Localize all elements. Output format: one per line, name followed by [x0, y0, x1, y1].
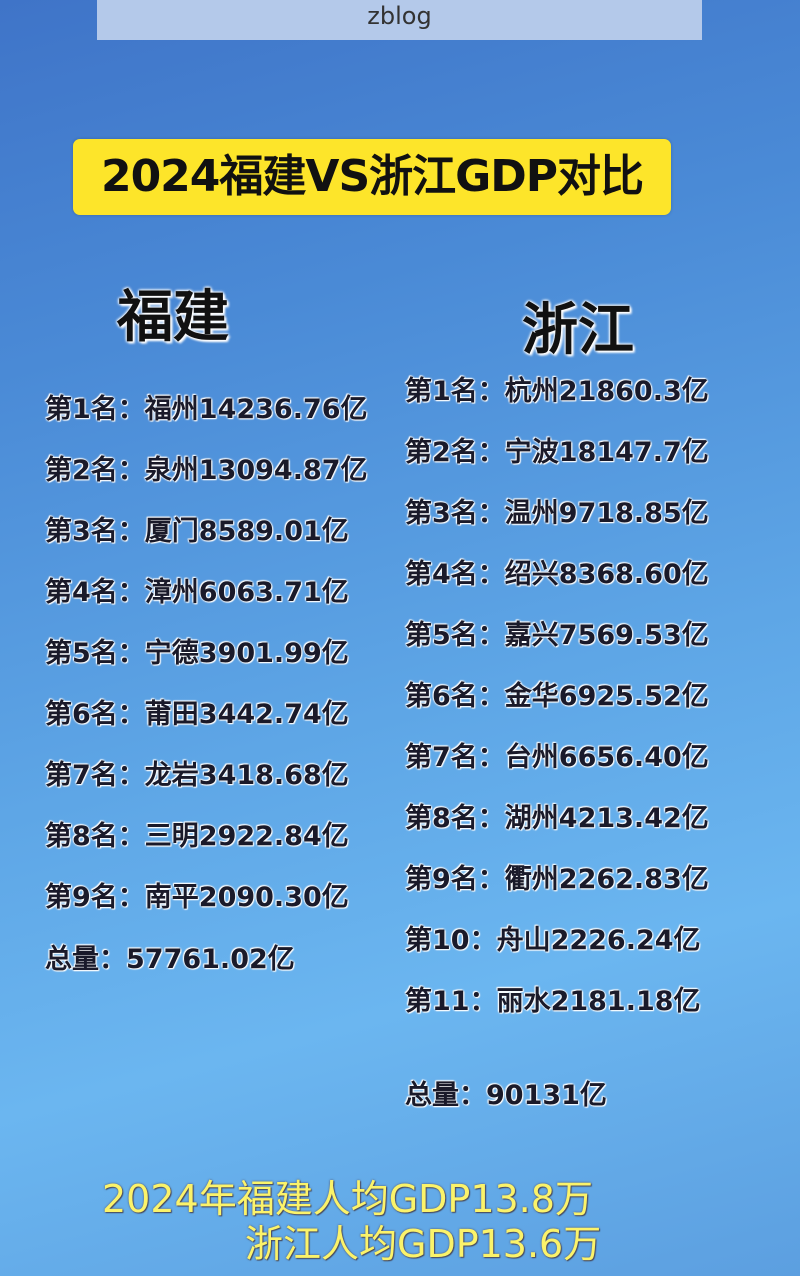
zhejiang-list-item: 第6名：金华6925.52亿 [405, 681, 709, 712]
fujian-list-item: 第2名：泉州13094.87亿 [45, 455, 368, 486]
zhejiang-list-item: 第2名：宁波18147.7亿 [405, 437, 709, 468]
zhejiang-list-item: 第11：丽水2181.18亿 [405, 986, 701, 1017]
fujian-list-item: 第8名：三明2922.84亿 [45, 821, 349, 852]
fujian-heading: 福建 [117, 285, 229, 350]
zhejiang-list-item: 第3名：温州9718.85亿 [405, 498, 709, 529]
footer-line-1: 2024年福建人均GDP13.8万 [102, 1177, 593, 1221]
fujian-list-item: 第3名：厦门8589.01亿 [45, 516, 349, 547]
fujian-list-item: 第4名：漳州6063.71亿 [45, 577, 349, 608]
zhejiang-list-item: 第1名：杭州21860.3亿 [405, 376, 709, 407]
footer-line-2: 浙江人均GDP13.6万 [245, 1222, 602, 1266]
zhejiang-list-item: 第5名：嘉兴7569.53亿 [405, 620, 709, 651]
fujian-list-item: 第7名：龙岩3418.68亿 [45, 760, 349, 791]
watermark: zblog [97, 0, 702, 40]
fujian-list-item: 第9名：南平2090.30亿 [45, 882, 349, 913]
fujian-list-item: 第6名：莆田3442.74亿 [45, 699, 349, 730]
zhejiang-total: 总量：90131亿 [405, 1080, 607, 1111]
zhejiang-list-item: 第7名：台州6656.40亿 [405, 742, 709, 773]
fujian-list-item: 第1名：福州14236.76亿 [45, 394, 368, 425]
fujian-list-item: 第5名：宁德3901.99亿 [45, 638, 349, 669]
zhejiang-list-item: 第4名：绍兴8368.60亿 [405, 559, 709, 590]
zhejiang-list-item: 第8名：湖州4213.42亿 [405, 803, 709, 834]
zhejiang-heading: 浙江 [522, 298, 634, 363]
fujian-total: 总量：57761.02亿 [45, 944, 295, 975]
page-title: 2024福建VS浙江GDP对比 [73, 139, 671, 215]
zhejiang-list-item: 第9名：衢州2262.83亿 [405, 864, 709, 895]
zhejiang-list-item: 第10：舟山2226.24亿 [405, 925, 701, 956]
